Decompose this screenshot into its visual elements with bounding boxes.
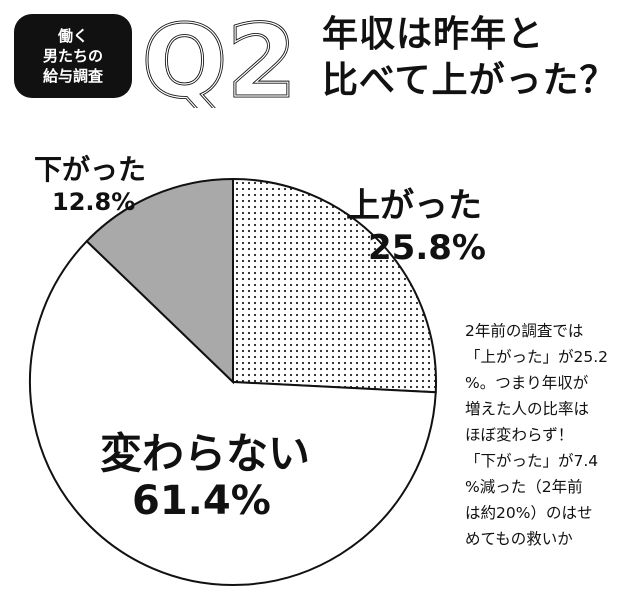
- title-line: 比べて上がった？: [322, 60, 617, 101]
- note-line: 「下がった」が7.4: [465, 452, 599, 470]
- slice-down: [85, 177, 234, 385]
- note-line: 「上がった」が25.2: [465, 348, 609, 366]
- survey-badge: 働く 男たちの 給与調査: [14, 14, 132, 98]
- badge-line: 働く: [57, 27, 88, 45]
- slice-label-up: 上がった: [346, 186, 482, 226]
- note-line: 2年前の調査では: [465, 322, 584, 340]
- note-line: %減った（2年前: [465, 478, 583, 496]
- title-line: 年収は昨年と: [322, 14, 545, 55]
- commentary-note: 2年前の調査では 「上がった」が25.2 %。つまり年収が 増えた人の比率は ほ…: [465, 318, 635, 552]
- slice-value-same: 61.4%: [132, 478, 271, 524]
- slice-same: [29, 239, 437, 586]
- note-line: めてもの救いか: [465, 530, 573, 548]
- page-title: 年収は昨年と 比べて上がった？: [322, 12, 632, 104]
- note-line: %。つまり年収が: [465, 374, 589, 392]
- badge-line: 男たちの: [42, 47, 103, 65]
- badge-line: 給与調査: [42, 67, 103, 85]
- slice-value-up: 25.8%: [368, 228, 486, 268]
- slice-value-down: 12.8%: [52, 188, 136, 216]
- question-number-text: Q2: [142, 8, 297, 108]
- slice-label-same: 変わらない: [100, 429, 311, 478]
- question-number: Q2 Q2: [141, 8, 299, 108]
- slice-label-down: 下がった: [34, 153, 147, 186]
- note-line: 増えた人の比率は: [465, 400, 590, 418]
- slice-up: [232, 177, 437, 394]
- question-number-inline: Q2: [142, 8, 297, 108]
- note-line: ほぼ変わらず！: [465, 426, 574, 444]
- note-line: は約20%）のはせ: [465, 504, 593, 522]
